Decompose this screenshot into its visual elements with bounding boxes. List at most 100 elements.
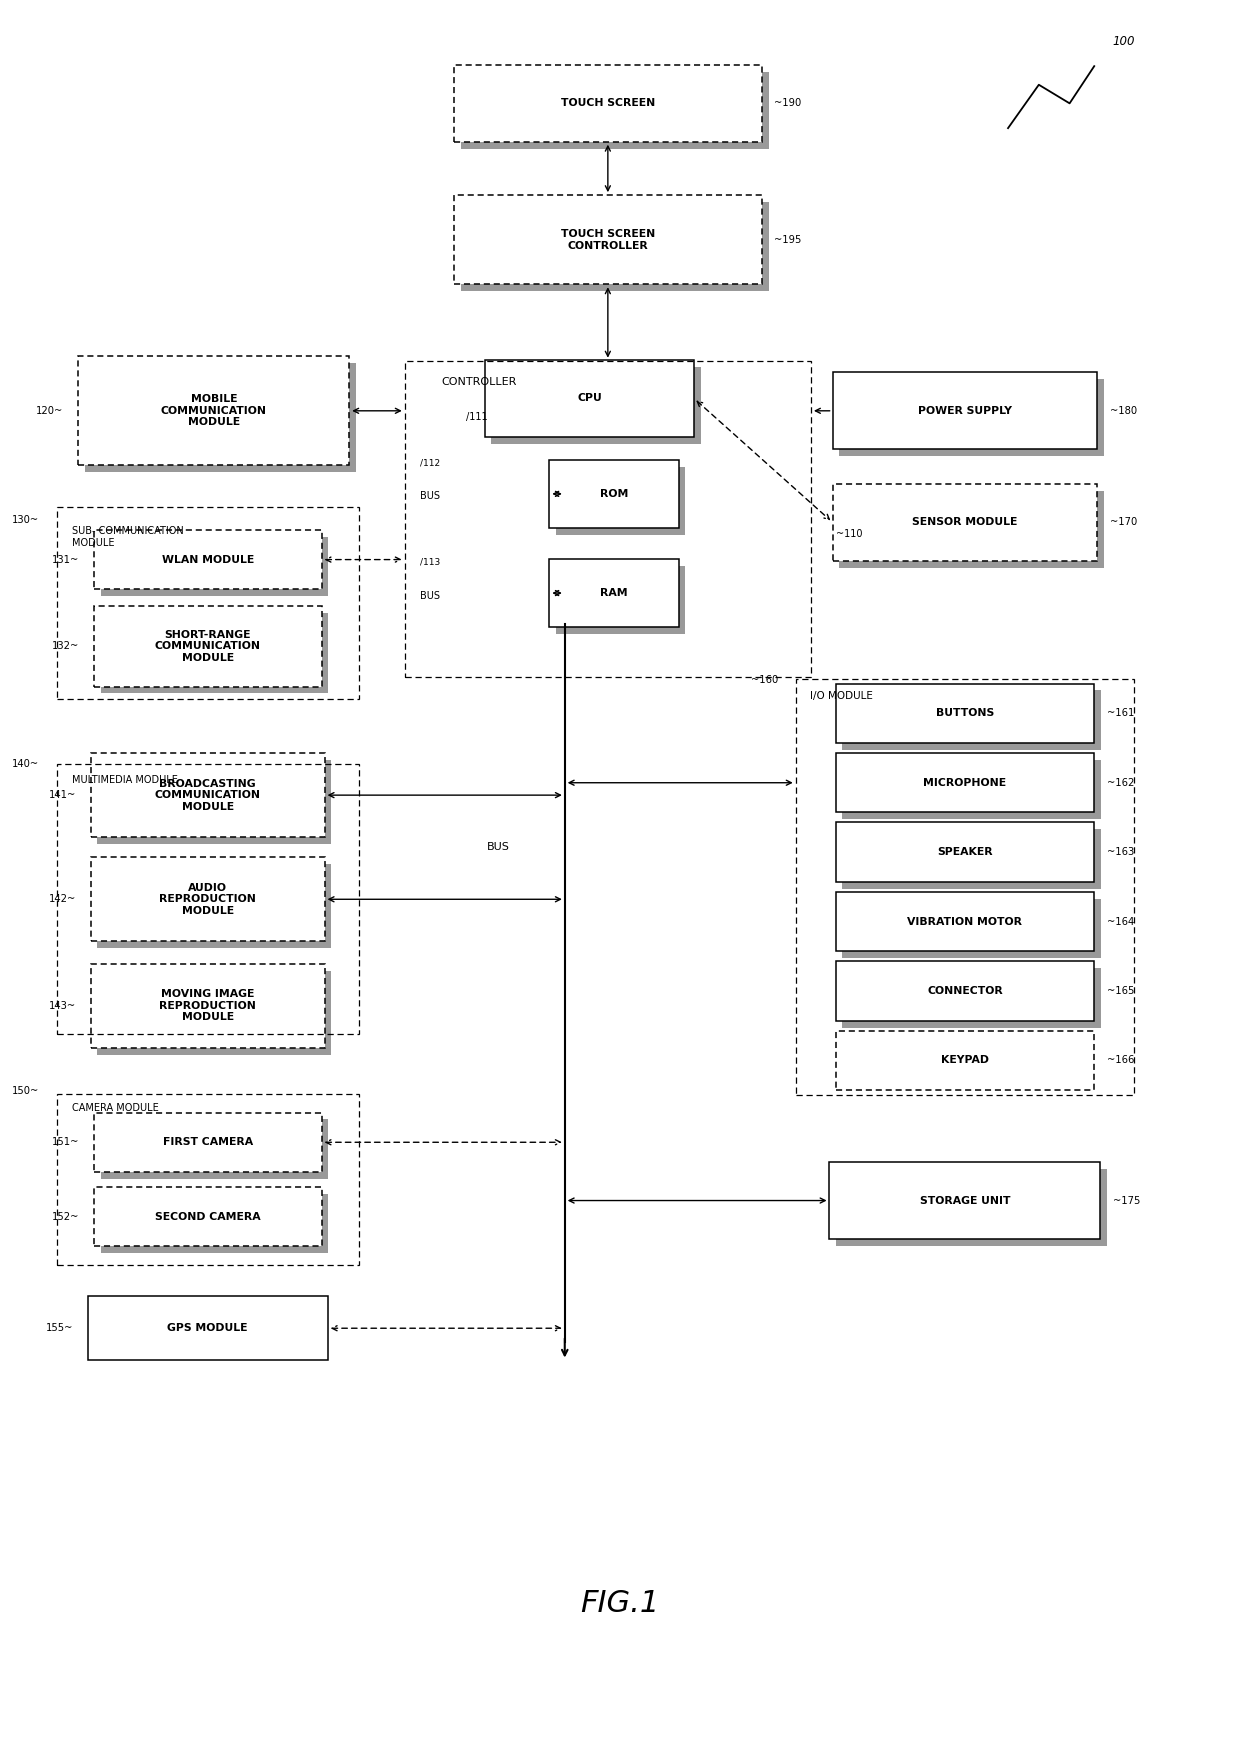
Text: 151~: 151~ <box>52 1137 79 1148</box>
Text: 140~: 140~ <box>12 759 38 769</box>
Text: 132~: 132~ <box>52 642 79 651</box>
Text: 120~: 120~ <box>36 406 63 415</box>
Text: ~161: ~161 <box>1106 708 1133 719</box>
FancyBboxPatch shape <box>836 961 1094 1020</box>
FancyBboxPatch shape <box>549 560 678 628</box>
Polygon shape <box>557 467 686 535</box>
Text: ~170: ~170 <box>1110 518 1137 527</box>
Text: ~163: ~163 <box>1106 848 1133 856</box>
Text: /111: /111 <box>466 412 487 422</box>
Text: RAM: RAM <box>600 588 627 598</box>
FancyBboxPatch shape <box>836 823 1094 882</box>
Polygon shape <box>98 971 331 1055</box>
Text: POWER SUPPLY: POWER SUPPLY <box>918 406 1012 415</box>
Text: CAMERA MODULE: CAMERA MODULE <box>72 1102 159 1113</box>
Text: SENSOR MODULE: SENSOR MODULE <box>913 518 1018 527</box>
FancyBboxPatch shape <box>91 856 325 942</box>
FancyBboxPatch shape <box>836 891 1094 950</box>
Text: MOBILE
COMMUNICATION
MODULE: MOBILE COMMUNICATION MODULE <box>161 394 267 427</box>
Text: SUB- COMMUNICATION
MODULE: SUB- COMMUNICATION MODULE <box>72 527 184 548</box>
Polygon shape <box>842 691 1101 750</box>
Text: ~175: ~175 <box>1112 1196 1140 1205</box>
Polygon shape <box>86 363 356 473</box>
Text: TOUCH SCREEN
CONTROLLER: TOUCH SCREEN CONTROLLER <box>560 228 655 251</box>
Text: I/O MODULE: I/O MODULE <box>811 691 873 701</box>
Text: CPU: CPU <box>577 394 601 403</box>
Polygon shape <box>100 537 329 596</box>
Polygon shape <box>491 366 701 443</box>
FancyBboxPatch shape <box>830 1162 1100 1238</box>
FancyBboxPatch shape <box>485 359 694 436</box>
Text: ~110: ~110 <box>836 528 862 539</box>
Text: BROADCASTING
COMMUNICATION
MODULE: BROADCASTING COMMUNICATION MODULE <box>155 778 260 811</box>
FancyBboxPatch shape <box>94 1113 321 1172</box>
FancyBboxPatch shape <box>836 684 1094 743</box>
FancyBboxPatch shape <box>94 1188 321 1247</box>
FancyBboxPatch shape <box>454 195 761 284</box>
Polygon shape <box>100 1193 329 1254</box>
Polygon shape <box>461 202 769 291</box>
Text: 155~: 155~ <box>46 1324 73 1332</box>
Polygon shape <box>842 968 1101 1027</box>
Text: BUS: BUS <box>420 492 440 501</box>
Text: ~162: ~162 <box>1106 778 1133 788</box>
Text: CONNECTOR: CONNECTOR <box>928 985 1003 996</box>
Text: 143~: 143~ <box>48 1001 76 1012</box>
FancyBboxPatch shape <box>91 964 325 1048</box>
Text: ROM: ROM <box>600 488 629 499</box>
Text: 141~: 141~ <box>48 790 76 800</box>
Polygon shape <box>98 760 331 844</box>
Text: BUS: BUS <box>486 842 510 853</box>
FancyBboxPatch shape <box>94 607 321 687</box>
FancyBboxPatch shape <box>88 1296 327 1360</box>
Polygon shape <box>557 565 686 635</box>
Text: 130~: 130~ <box>12 514 38 525</box>
Polygon shape <box>461 72 769 148</box>
FancyBboxPatch shape <box>836 1031 1094 1090</box>
Text: CONTROLLER: CONTROLLER <box>441 377 517 387</box>
Text: 152~: 152~ <box>52 1212 79 1221</box>
FancyBboxPatch shape <box>836 753 1094 813</box>
Text: 150~: 150~ <box>11 1087 38 1097</box>
FancyBboxPatch shape <box>832 373 1097 450</box>
Text: /113: /113 <box>420 558 440 567</box>
Text: ~160: ~160 <box>750 675 777 685</box>
Text: /112: /112 <box>420 459 440 467</box>
Polygon shape <box>100 612 329 694</box>
Text: 142~: 142~ <box>48 895 76 905</box>
Text: MOVING IMAGE
REPRODUCTION
MODULE: MOVING IMAGE REPRODUCTION MODULE <box>159 989 257 1022</box>
Text: AUDIO
REPRODUCTION
MODULE: AUDIO REPRODUCTION MODULE <box>159 882 257 916</box>
Text: TOUCH SCREEN: TOUCH SCREEN <box>560 98 655 108</box>
Text: WLAN MODULE: WLAN MODULE <box>161 555 254 565</box>
Text: FIRST CAMERA: FIRST CAMERA <box>162 1137 253 1148</box>
FancyBboxPatch shape <box>91 753 325 837</box>
Text: GPS MODULE: GPS MODULE <box>167 1324 248 1332</box>
Polygon shape <box>842 898 1101 957</box>
Text: ~166: ~166 <box>1106 1055 1133 1066</box>
FancyBboxPatch shape <box>454 65 761 141</box>
Polygon shape <box>839 378 1104 457</box>
Polygon shape <box>839 490 1104 567</box>
Text: SPEAKER: SPEAKER <box>937 848 993 856</box>
Polygon shape <box>836 1168 1107 1245</box>
Polygon shape <box>100 1120 329 1179</box>
Text: KEYPAD: KEYPAD <box>941 1055 990 1066</box>
Text: ~164: ~164 <box>1106 917 1133 926</box>
Text: STORAGE UNIT: STORAGE UNIT <box>920 1196 1011 1205</box>
Text: FIG.1: FIG.1 <box>580 1589 660 1618</box>
Text: BUS: BUS <box>420 591 440 600</box>
Text: MICROPHONE: MICROPHONE <box>924 778 1007 788</box>
FancyBboxPatch shape <box>832 483 1097 562</box>
Text: 100: 100 <box>1112 35 1135 47</box>
Polygon shape <box>98 863 331 949</box>
Polygon shape <box>842 760 1101 820</box>
Text: ~180: ~180 <box>1110 406 1137 415</box>
Text: MULTIMEDIA MODULE: MULTIMEDIA MODULE <box>72 776 177 785</box>
FancyBboxPatch shape <box>94 530 321 589</box>
Text: 131~: 131~ <box>52 555 79 565</box>
Text: ~195: ~195 <box>774 235 801 244</box>
Text: BUTTONS: BUTTONS <box>936 708 994 719</box>
FancyBboxPatch shape <box>78 356 350 466</box>
Text: VIBRATION MOTOR: VIBRATION MOTOR <box>908 917 1023 926</box>
Text: SHORT-RANGE
COMMUNICATION
MODULE: SHORT-RANGE COMMUNICATION MODULE <box>155 630 260 663</box>
